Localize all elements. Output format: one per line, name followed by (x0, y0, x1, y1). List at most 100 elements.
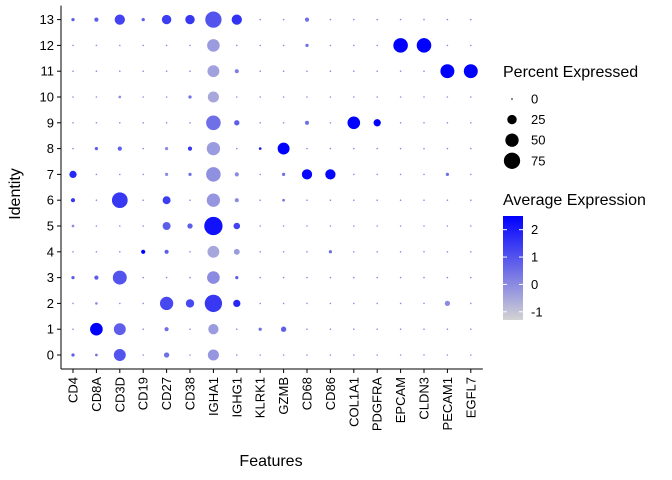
dot (399, 251, 402, 253)
dot (206, 141, 221, 156)
dot (281, 172, 286, 177)
dot (142, 276, 144, 279)
dot (259, 122, 262, 124)
dot (446, 122, 449, 124)
dot (399, 225, 402, 227)
dot (376, 96, 379, 98)
dot (399, 96, 402, 98)
dot (185, 299, 195, 308)
x-tick-label: CD68 (300, 377, 315, 410)
dot (208, 324, 219, 335)
dot (142, 173, 144, 176)
y-tick-label: 7 (47, 167, 54, 182)
dot (142, 354, 144, 356)
dot (446, 328, 449, 331)
dot (306, 70, 308, 72)
dot (189, 44, 191, 47)
dot (259, 44, 262, 47)
dot (142, 70, 144, 72)
dot (329, 70, 332, 72)
dot (306, 276, 308, 279)
dot (142, 44, 144, 47)
dot (112, 270, 127, 285)
x-tick-label: KLRK1 (253, 377, 268, 418)
dot (399, 276, 402, 279)
dot (119, 122, 121, 124)
x-tick-label: PDGFRA (370, 377, 385, 432)
dot (233, 248, 240, 255)
size-legend-dot (511, 98, 513, 100)
dot (113, 349, 126, 361)
dot (258, 147, 262, 150)
dot (277, 142, 290, 155)
dot (94, 146, 99, 151)
dot (119, 173, 121, 176)
dot (258, 327, 262, 331)
dot (282, 70, 285, 72)
x-tick-label: CD86 (323, 377, 338, 410)
dot (329, 302, 332, 305)
x-tick-label: CD38 (183, 377, 198, 410)
dot (328, 250, 333, 254)
dot (353, 354, 355, 356)
x-tick-label: GZMB (276, 377, 291, 415)
dot (353, 147, 355, 150)
dot (376, 173, 379, 176)
color-legend-label: -1 (531, 304, 543, 319)
dot (440, 64, 455, 79)
dot (235, 275, 239, 280)
y-tick-label: 13 (40, 12, 54, 27)
y-tick-label: 10 (40, 90, 54, 105)
dot (446, 147, 449, 150)
x-tick-label: CD19 (136, 377, 151, 410)
dot (353, 328, 355, 331)
dot (399, 70, 402, 72)
y-tick-label: 1 (47, 322, 54, 337)
dot (95, 70, 98, 72)
dot (423, 173, 425, 176)
dot (95, 122, 98, 124)
dot (376, 302, 379, 305)
dot (306, 251, 308, 253)
dot (187, 223, 193, 229)
dot (423, 147, 425, 150)
y-tick-label: 2 (47, 296, 54, 311)
size-legend-label: 0 (531, 92, 538, 107)
dot (188, 95, 192, 99)
dot (165, 122, 168, 124)
dot (259, 18, 262, 21)
dot (304, 120, 310, 125)
dot (353, 276, 355, 279)
dot (236, 328, 238, 331)
dot (470, 18, 472, 21)
x-tick-labels: CD4 CD8A CD3D CD19 CD27 CD38 IGHA1 IGHG1 KLRK1 GZ… (66, 369, 478, 432)
x-tick-label: EPCAM (393, 377, 408, 423)
dot (70, 198, 76, 203)
dot (71, 275, 75, 280)
x-tick-label: CLDN3 (417, 377, 432, 420)
dot (162, 222, 171, 230)
size-legend: Percent Expressed 0 25 50 75 (503, 64, 638, 169)
dot (207, 271, 220, 284)
dot (72, 251, 74, 253)
dot (95, 251, 98, 253)
dot (164, 172, 169, 177)
dot (446, 276, 449, 279)
dot (470, 354, 472, 356)
dot (204, 216, 223, 236)
dot (205, 11, 222, 28)
dot (164, 146, 169, 151)
size-legend-dot (503, 152, 521, 169)
dot (71, 17, 75, 22)
dot (376, 251, 379, 253)
dot (95, 96, 98, 98)
dot (119, 225, 121, 227)
x-tick-label: COL1A1 (346, 377, 361, 427)
dot (399, 199, 402, 201)
dot (259, 302, 262, 305)
y-tick-label: 12 (40, 38, 54, 53)
dot (259, 70, 262, 72)
dot (236, 147, 238, 150)
